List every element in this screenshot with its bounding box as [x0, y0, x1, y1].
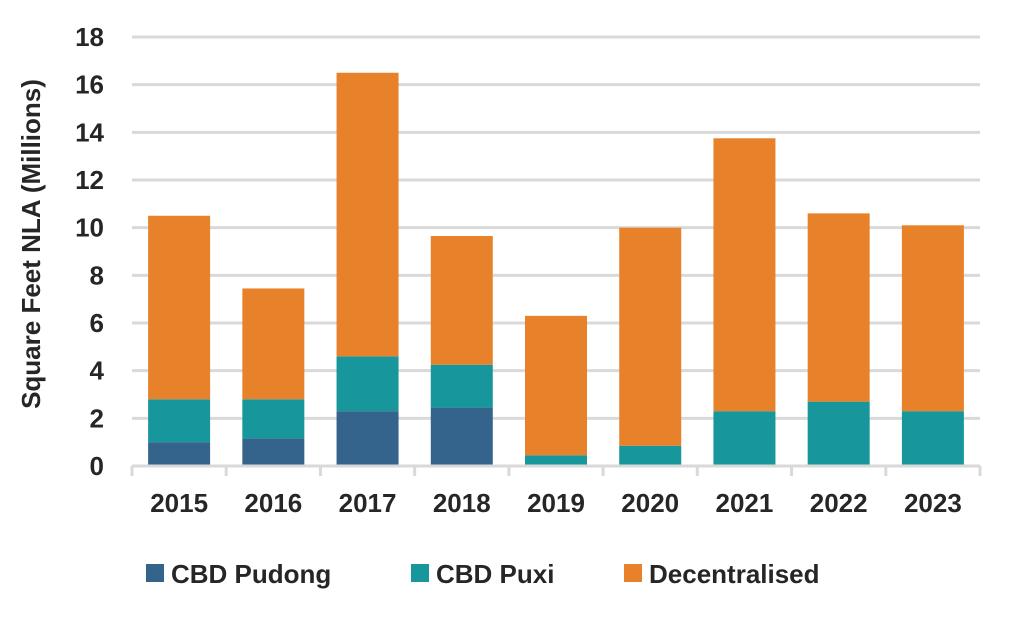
legend: CBD Pudong CBD Puxi Decentralised	[146, 559, 820, 589]
x-tick-label: 2018	[433, 488, 491, 518]
x-tick-label: 2020	[621, 488, 679, 518]
y-axis-label: Square Feet NLA (Millions)	[16, 79, 46, 409]
bar-segment-decentralised	[430, 236, 493, 365]
x-tick-label: 2021	[716, 488, 774, 518]
x-tick-label: 2017	[339, 488, 397, 518]
bar-segment-decentralised	[901, 225, 964, 412]
bar-segment-cbd-pudong	[430, 407, 493, 466]
legend-swatch	[411, 564, 429, 582]
y-tick-label: 6	[90, 308, 104, 338]
bar-segment-decentralised	[242, 288, 305, 400]
bar-segment-cbd-pudong	[336, 411, 399, 466]
bars	[148, 72, 964, 466]
legend-swatch	[624, 564, 642, 582]
bar-segment-decentralised	[525, 315, 587, 456]
bar-segment-cbd-puxi	[901, 411, 964, 466]
x-tick-label: 2019	[527, 488, 585, 518]
bar-segment-cbd-pudong	[242, 438, 305, 466]
bar-segment-cbd-puxi	[430, 364, 493, 408]
bar-segment-cbd-puxi	[242, 399, 305, 439]
x-tick-label: 2022	[810, 488, 868, 518]
y-tick-label: 18	[75, 22, 104, 52]
y-tick-label: 2	[90, 403, 104, 433]
bar-segment-cbd-puxi	[619, 445, 682, 466]
bar-segment-cbd-puxi	[336, 356, 399, 412]
bar-segment-cbd-puxi	[148, 399, 211, 443]
bar-segment-decentralised	[619, 227, 682, 446]
bar-segment-decentralised	[713, 138, 776, 412]
x-tick-label: 2023	[904, 488, 962, 518]
y-tick-label: 16	[75, 70, 104, 100]
bar-segment-cbd-puxi	[525, 455, 587, 466]
x-tick-label: 2016	[244, 488, 302, 518]
bar-segment-cbd-pudong	[148, 442, 211, 466]
legend-swatch	[146, 564, 164, 582]
y-tick-label: 8	[90, 260, 104, 290]
bar-segment-decentralised	[807, 213, 870, 402]
legend-label: Decentralised	[649, 559, 820, 589]
legend-label: CBD Pudong	[171, 559, 331, 589]
bar-segment-decentralised	[148, 215, 211, 400]
y-tick-label: 10	[75, 213, 104, 243]
y-tick-label: 12	[75, 165, 104, 195]
legend-label: CBD Puxi	[436, 559, 554, 589]
bar-segment-cbd-puxi	[713, 411, 776, 466]
bar-segment-decentralised	[336, 72, 399, 357]
y-tick-label: 0	[90, 451, 104, 481]
bar-segment-cbd-puxi	[807, 401, 870, 466]
y-tick-label: 14	[75, 117, 104, 147]
y-tick-label: 4	[90, 356, 105, 386]
axes: 0 2 4 6 8 10 12 14 16 18 2015 2016 2017 2018 2019 2020 2…	[75, 22, 982, 518]
x-tick-label: 2015	[150, 488, 208, 518]
